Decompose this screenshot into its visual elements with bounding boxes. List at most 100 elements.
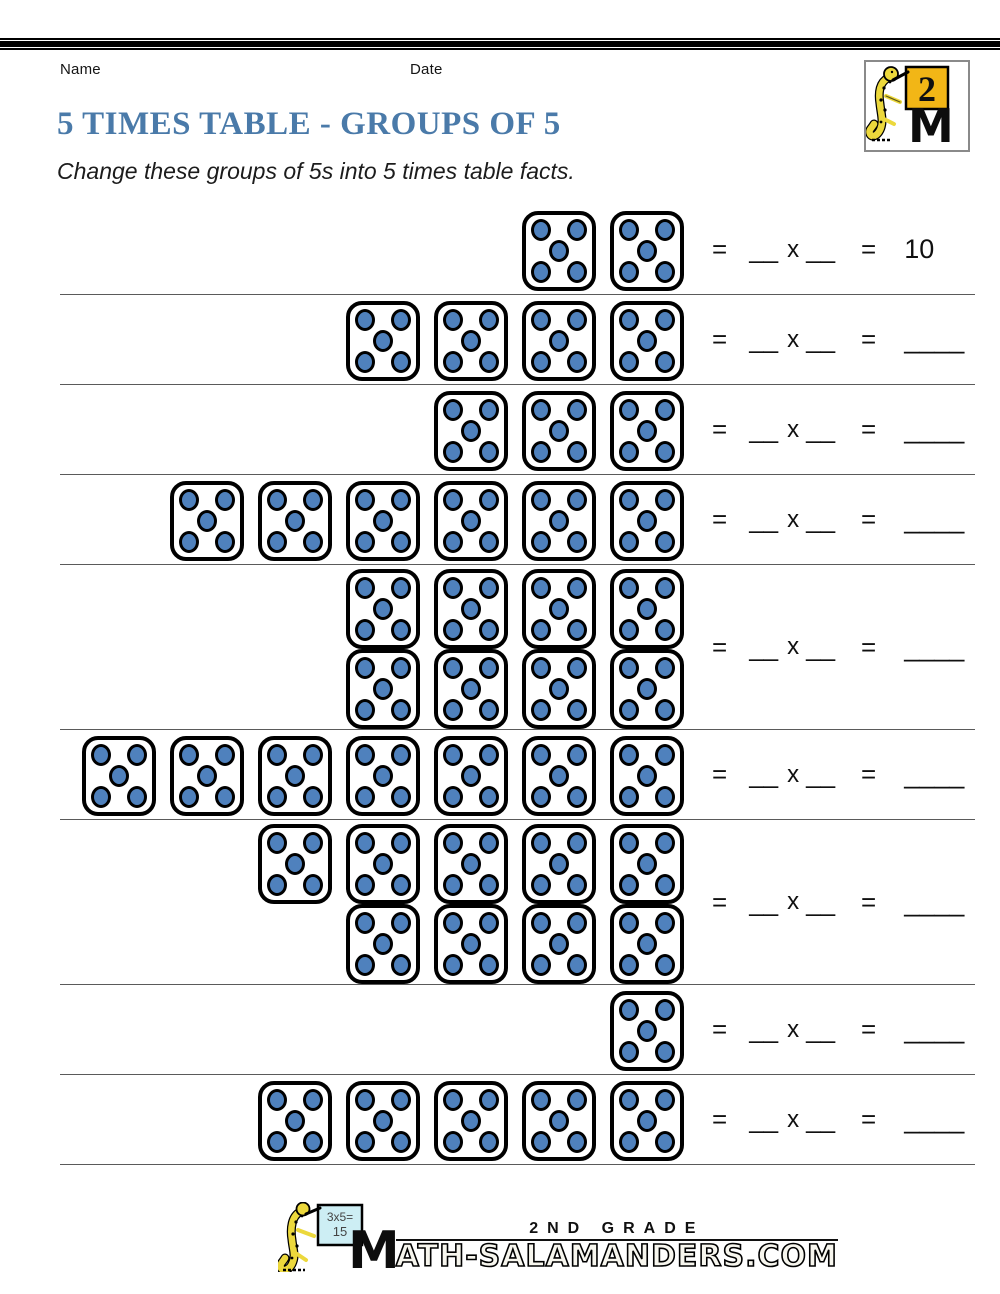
- equation: = __ x __ = ____: [712, 820, 964, 984]
- die-pip: [637, 1110, 657, 1132]
- die-five: [610, 991, 684, 1071]
- equals-sign: =: [861, 759, 877, 789]
- die-pip: [655, 531, 675, 553]
- die-pip: [531, 351, 551, 373]
- factor-blank: __: [749, 234, 779, 264]
- die-pip: [637, 240, 657, 262]
- dice-line: [82, 736, 684, 816]
- die-pip: [531, 1131, 551, 1153]
- die-pip: [355, 309, 375, 331]
- equation: = __ x __ = ____: [712, 985, 964, 1074]
- die-five: [346, 481, 420, 561]
- die-pip: [479, 786, 499, 808]
- answer-blank: ____: [904, 1014, 965, 1044]
- times-sign: x: [787, 325, 800, 353]
- factor-blank: __: [806, 631, 836, 662]
- die-pip: [567, 1131, 587, 1153]
- die-pip: [215, 489, 235, 511]
- die-pip: [303, 1131, 323, 1153]
- die-pip: [443, 1131, 463, 1153]
- factor-blank: __: [806, 1104, 836, 1134]
- die-five: [434, 649, 508, 729]
- die-pip: [567, 744, 587, 766]
- die-pip: [179, 489, 199, 511]
- footer-site-text: ATH-SALAMANDERS.COM: [395, 1239, 838, 1274]
- die-pip: [267, 1131, 287, 1153]
- worksheet-row-4: = __ x __ = ____: [60, 475, 975, 565]
- die-pip: [391, 619, 411, 641]
- answer-blank: ____: [904, 324, 965, 354]
- page-subtitle: Change these groups of 5s into 5 times t…: [57, 158, 575, 184]
- die-pip: [355, 577, 375, 599]
- die-pip: [285, 510, 305, 532]
- equals-sign: =: [861, 1104, 877, 1134]
- die-pip: [267, 489, 287, 511]
- dice-line: [610, 991, 684, 1071]
- die-pip: [479, 441, 499, 463]
- die-pip: [479, 1089, 499, 1111]
- salamander-footer-icon: 3x5= 15: [278, 1202, 364, 1272]
- page-top-border: [0, 38, 1000, 50]
- die-pip: [267, 531, 287, 553]
- equals-sign: =: [861, 631, 877, 662]
- die-five: [610, 1081, 684, 1161]
- die-pip: [655, 912, 675, 934]
- die-pip: [461, 510, 481, 532]
- die-pip: [373, 330, 393, 352]
- die-pip: [285, 1110, 305, 1132]
- die-pip: [549, 330, 569, 352]
- die-pip: [619, 577, 639, 599]
- equals-sign: =: [712, 504, 728, 534]
- factor-blank: __: [749, 504, 779, 534]
- die-pip: [655, 619, 675, 641]
- footer-logo: 3x5= 15 M 2ND GRADE ATH-SALAMANDERS.COM: [278, 1202, 838, 1277]
- equation: = __ x __ = ____: [712, 565, 964, 729]
- die-five: [522, 649, 596, 729]
- die-pip: [655, 261, 675, 283]
- die-pip: [531, 441, 551, 463]
- die-pip: [391, 1089, 411, 1111]
- die-pip: [461, 330, 481, 352]
- dice-line: [258, 1081, 684, 1161]
- die-pip: [479, 309, 499, 331]
- die-pip: [655, 699, 675, 721]
- die-pip: [443, 832, 463, 854]
- die-pip: [479, 399, 499, 421]
- equals-sign: =: [861, 886, 877, 917]
- die-pip: [655, 219, 675, 241]
- factor-blank: __: [749, 759, 779, 789]
- equals-sign: =: [861, 234, 877, 264]
- answer-value: 10: [904, 234, 935, 264]
- die-pip: [109, 765, 129, 787]
- die-pip: [619, 261, 639, 283]
- die-pip: [531, 744, 551, 766]
- die-pip: [531, 261, 551, 283]
- die-pip: [619, 832, 639, 854]
- die-five: [610, 649, 684, 729]
- answer-blank: ____: [904, 504, 965, 534]
- die-pip: [549, 598, 569, 620]
- die-pip: [567, 657, 587, 679]
- die-pip: [531, 309, 551, 331]
- die-pip: [619, 531, 639, 553]
- die-pip: [303, 874, 323, 896]
- salamander-figure: [278, 1202, 322, 1272]
- equals-sign: =: [712, 886, 728, 917]
- die-pip: [391, 832, 411, 854]
- die-pip: [549, 765, 569, 787]
- die-pip: [567, 309, 587, 331]
- die-pip: [655, 1131, 675, 1153]
- die-pip: [567, 832, 587, 854]
- die-pip: [267, 874, 287, 896]
- die-pip: [303, 832, 323, 854]
- dice-line: [522, 211, 684, 291]
- die-pip: [567, 399, 587, 421]
- die-pip: [619, 912, 639, 934]
- die-pip: [267, 744, 287, 766]
- answer-blank: ____: [904, 414, 965, 444]
- equals-sign: =: [712, 1104, 728, 1134]
- die-pip: [619, 744, 639, 766]
- die-five: [610, 736, 684, 816]
- worksheet-row-6: = __ x __ = ____: [60, 730, 975, 820]
